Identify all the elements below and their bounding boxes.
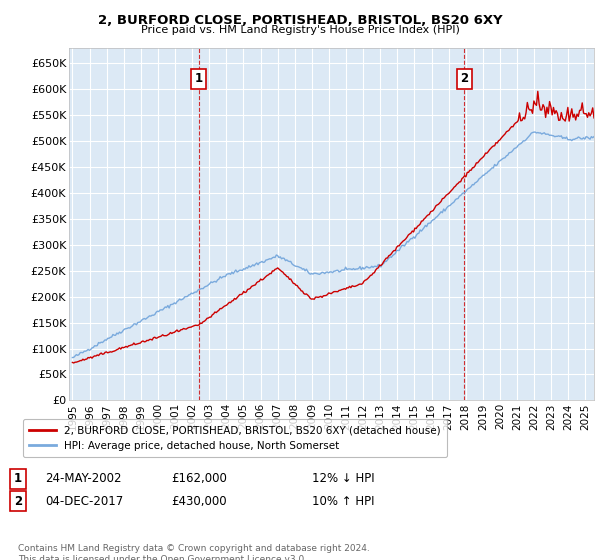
- Text: Contains HM Land Registry data © Crown copyright and database right 2024.
This d: Contains HM Land Registry data © Crown c…: [18, 544, 370, 560]
- Text: Price paid vs. HM Land Registry's House Price Index (HPI): Price paid vs. HM Land Registry's House …: [140, 25, 460, 35]
- Text: 2: 2: [14, 494, 22, 508]
- Text: 12% ↓ HPI: 12% ↓ HPI: [312, 472, 374, 486]
- Text: 1: 1: [14, 472, 22, 486]
- Legend: 2, BURFORD CLOSE, PORTISHEAD, BRISTOL, BS20 6XY (detached house), HPI: Average p: 2, BURFORD CLOSE, PORTISHEAD, BRISTOL, B…: [23, 419, 447, 457]
- Text: 1: 1: [195, 72, 203, 85]
- Text: 24-MAY-2002: 24-MAY-2002: [45, 472, 121, 486]
- Text: 2: 2: [460, 72, 469, 85]
- Text: £430,000: £430,000: [171, 494, 227, 508]
- Text: 10% ↑ HPI: 10% ↑ HPI: [312, 494, 374, 508]
- Text: £162,000: £162,000: [171, 472, 227, 486]
- Text: 04-DEC-2017: 04-DEC-2017: [45, 494, 123, 508]
- Text: 2, BURFORD CLOSE, PORTISHEAD, BRISTOL, BS20 6XY: 2, BURFORD CLOSE, PORTISHEAD, BRISTOL, B…: [98, 14, 502, 27]
